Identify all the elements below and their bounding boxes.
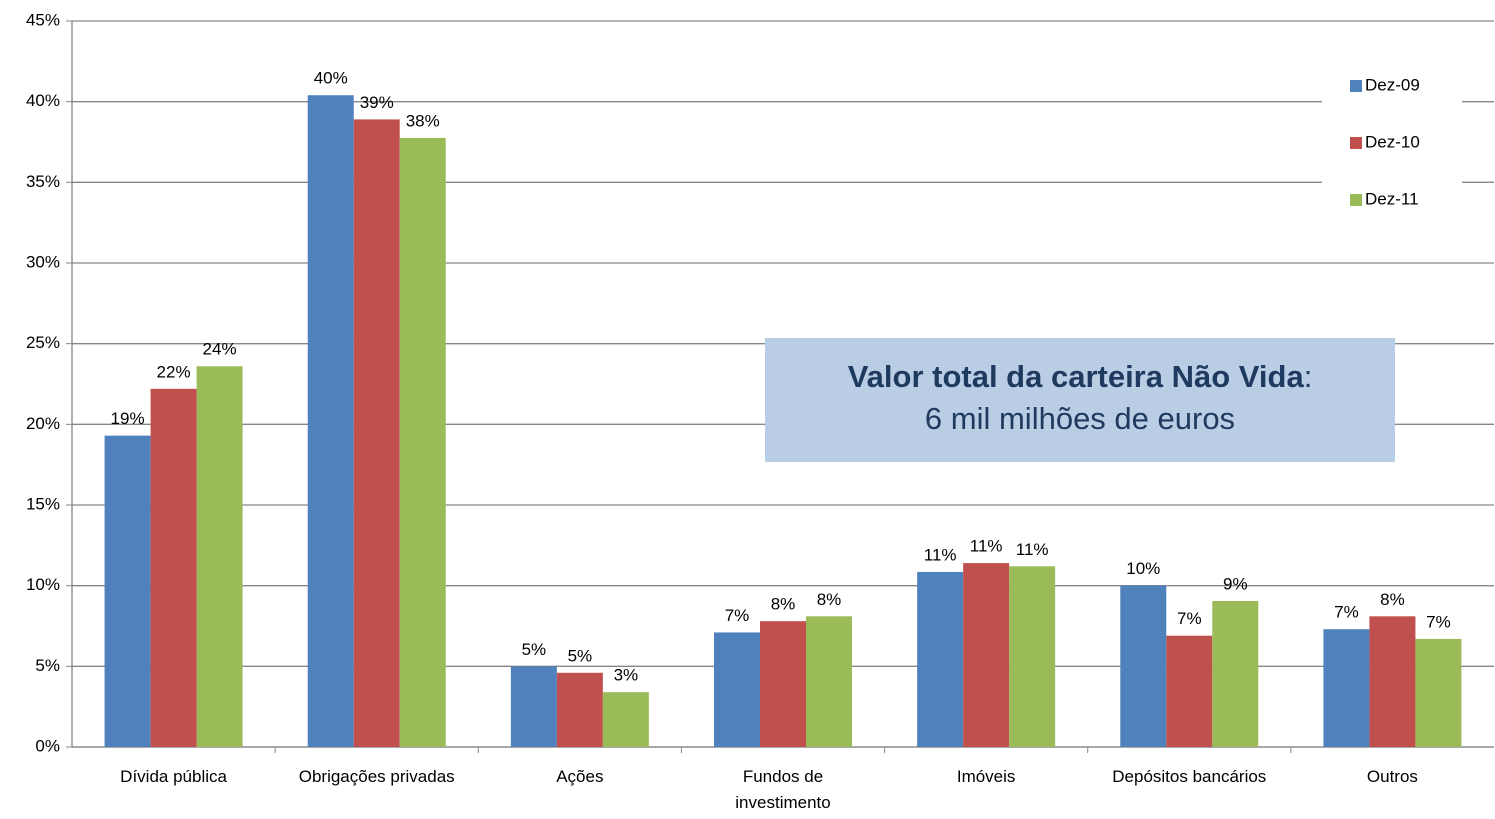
bar [602,692,649,747]
value-label: 5% [568,646,593,665]
value-label: 8% [1380,590,1405,609]
value-label: 39% [360,93,394,112]
value-label: 7% [725,606,750,625]
x-tick-label: Obrigações privadas [298,767,455,786]
y-tick-label: 35% [26,172,60,191]
value-label: 38% [406,111,440,130]
annotation-colon: : [1303,359,1313,394]
bar [1009,566,1056,747]
bar [1166,635,1213,747]
annotation-line: 6 mil milhões de euros [924,401,1236,436]
annotation-bold: Valor total da carteira Não Vida [847,359,1304,394]
bar [917,571,964,747]
value-label: 5% [522,640,547,659]
y-tick-label: 45% [26,10,60,29]
bar [556,672,603,747]
value-label: 8% [817,590,842,609]
y-tick-label: 0% [35,736,60,755]
value-label: 10% [1126,559,1160,578]
bar [1212,600,1259,747]
y-tick-label: 20% [26,414,60,433]
value-label: 11% [1016,540,1049,559]
bar [104,435,151,747]
bar [806,616,852,747]
y-tick-label: 5% [35,656,60,675]
y-tick-label: 15% [26,494,60,513]
value-label: 19% [111,409,145,428]
y-tick-label: 10% [26,575,60,594]
bar [399,137,446,747]
x-tick-label: Dívida pública [120,767,227,786]
value-label: 40% [314,69,348,88]
legend-label: Dez-09 [1365,75,1420,94]
y-tick-label: 40% [26,91,60,110]
bar [1369,616,1416,747]
bar [196,366,243,747]
bar [1415,638,1462,747]
bar [963,563,1010,747]
legend-label: Dez-10 [1365,132,1420,151]
legend-swatch [1350,137,1362,149]
bar [760,621,806,747]
bar [353,119,400,747]
bar [510,666,557,747]
legend-swatch [1350,80,1362,92]
bar [714,632,760,747]
value-label: 7% [1426,612,1451,631]
y-tick-label: 30% [26,252,60,271]
legend-box [1322,70,1462,226]
value-label: 7% [1334,603,1359,622]
value-label: 9% [1223,574,1248,593]
value-label: 22% [157,362,191,381]
legend-swatch [1350,194,1362,206]
value-label: 3% [614,666,639,685]
annotation-box: Valor total da carteira Não Vida: 6 mil m… [765,338,1395,462]
x-tick-label: Imóveis [956,767,1016,786]
value-label: 11% [970,537,1003,556]
bar [307,95,354,748]
value-label: 11% [924,545,957,564]
x-tick-label: Depósitos bancários [1112,767,1267,786]
x-tick-label: Fundos de investimento [735,767,831,812]
value-label: 8% [771,595,796,614]
bar [150,388,197,747]
value-label: 7% [1177,609,1202,628]
value-label: 24% [203,340,237,359]
x-tick-label: Outros [1366,767,1418,786]
bar [1120,585,1167,747]
bar [1323,629,1370,747]
y-tick-label: 25% [26,333,60,352]
legend-label: Dez-11 [1365,189,1419,208]
x-tick-label: Ações [556,767,604,786]
